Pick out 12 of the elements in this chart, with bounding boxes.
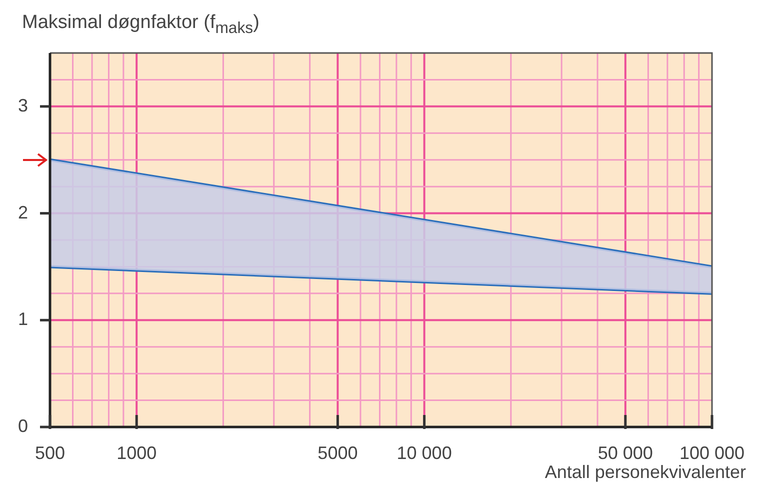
- x-tick-label: 1000: [116, 442, 157, 463]
- x-tick-label: 10 000: [396, 442, 452, 463]
- y-tick-label: 2: [18, 202, 28, 222]
- x-axis-title: Antall personekvivalenter: [544, 462, 746, 483]
- y-tick-label: 3: [18, 95, 28, 116]
- y-tick-label: 1: [18, 309, 28, 330]
- x-tick-label: 5000: [318, 442, 358, 463]
- y-axis-title: Maksimal døgnfaktor (f$_{maks}$): [22, 12, 260, 38]
- x-tick-label: 500: [34, 442, 66, 463]
- y-tick-label: 0: [18, 416, 28, 436]
- x-tick-label: 50 000: [598, 442, 653, 463]
- x-tick-label: 100 000: [679, 442, 745, 463]
